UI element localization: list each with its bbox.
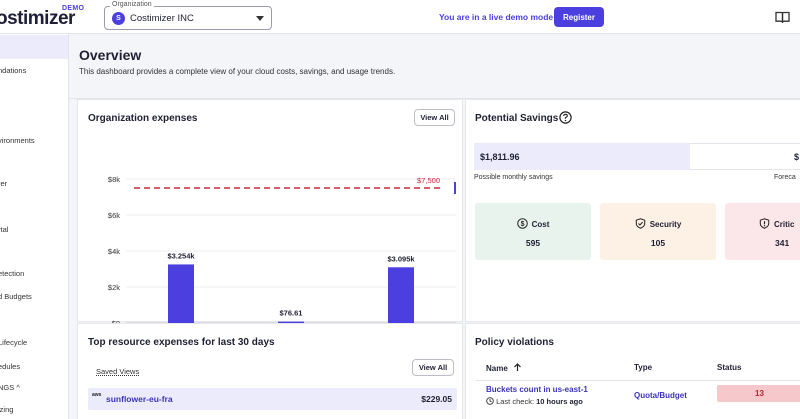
question-circle-icon[interactable] [559,111,572,124]
divider [69,98,800,99]
tile-count: 341 [775,238,790,248]
monthly-savings-label: Possible monthly savings [474,174,553,181]
org-name: Costimizer INC [130,13,194,24]
shield-alert-icon [759,218,770,229]
policy-name-link[interactable]: Buckets count in us-east-1 [486,385,588,394]
y-tick-label: $0 [112,319,120,323]
sidebar-item-budgets[interactable]: d Budgets [0,292,32,301]
sidebar-item-lifecycle[interactable]: Lifecycle [0,338,28,347]
demo-mode-message: You are in a live demo mode [439,12,554,22]
expenses-chart: $0$2k$4k$6k$8k$7,500$3.254kSep$76.61Oct$… [108,175,456,323]
app-logo[interactable]: ostimizer [0,8,75,29]
column-header-status[interactable]: Status [717,363,742,372]
org-avatar: S [112,12,125,25]
page-title: Overview [79,47,142,63]
card-title: Top resource expenses for last 30 days [88,337,275,348]
sidebar-section-settings[interactable]: NGS ^ [0,383,20,392]
sidebar-item-rightsizing[interactable]: izing [0,405,14,414]
bar-value-label: $76.61 [280,309,303,318]
monthly-savings-value: $1,811.96 [480,152,520,162]
sidebar-item-anomaly-detection[interactable]: etection [0,269,25,278]
card-title: Policy violations [475,337,554,348]
org-label: Organization [110,1,154,8]
legend-marker [454,182,456,194]
card-title: Organization expenses [88,113,198,124]
page-description: This dashboard provides a complete view … [79,67,396,76]
sidebar-item-schedules[interactable]: edules [0,362,21,371]
caret-down-icon [256,16,264,21]
y-tick-label: $8k [108,175,120,184]
bar [278,321,304,323]
book-icon[interactable] [775,11,790,23]
org-expenses-card: Organization expenses View All $0 $2k $4k $… [77,99,463,323]
y-tick-label: $4k [108,247,120,256]
tile-title: Cost [531,220,550,229]
sidebar-item-explorer[interactable]: rer [0,179,8,188]
svg-text:$: $ [520,221,524,228]
arrow-up-icon [514,363,521,371]
bar-value-label: $3.095k [387,254,415,263]
last-check-value: 10 hours ago [536,397,583,406]
sidebar-item-overview[interactable] [0,35,68,59]
dollar-circle-icon: $ [516,218,528,229]
saved-views-link[interactable]: Saved Views [96,367,140,376]
top-resources-card: Top resource expenses for last 30 days S… [77,323,463,419]
card-title: Potential Savings [475,113,559,124]
clock-icon [486,397,494,405]
sidebar-item-environments[interactable]: vironments [0,136,35,145]
bar-value-label: $3.254k [167,251,195,260]
last-check-prefix: Last check: [496,397,535,406]
bar [388,267,414,323]
savings-progress-fill [474,143,690,170]
policy-type: Quota/Budget [634,391,687,400]
forecast-progress [690,143,800,170]
critical-tile[interactable]: Critic 341 [725,203,800,260]
resources-view-all-button[interactable]: View All [412,359,454,376]
header-label: Name [486,364,508,373]
status-badge: 13 [717,385,800,402]
threshold-label: $7,500 [417,176,440,185]
security-tile[interactable]: Security 105 [600,203,716,260]
shield-icon [635,218,645,229]
bar [168,264,194,323]
resource-name[interactable]: sunflower-eu-fra [106,394,173,404]
tile-count: 595 [525,238,541,248]
potential-savings-card: Potential Savings $1,811.96 $ Possible m… [465,99,800,322]
org-expenses-view-all-button[interactable]: View All [414,109,455,126]
column-header-name[interactable]: Name [486,363,522,381]
divider [476,380,800,381]
forecast-savings-value: $ [794,152,800,162]
register-button[interactable]: Register [554,7,604,27]
main-content: Overview This dashboard provides a compl… [69,34,800,419]
column-header-type[interactable]: Type [634,363,653,372]
y-tick-label: $6k [108,211,120,220]
tile-title: Critic [774,220,795,229]
y-tick-label: $2k [108,283,120,292]
cost-tile[interactable]: $ Cost 595 [475,203,591,260]
forecast-label: Foreca [774,174,796,181]
organization-select[interactable]: S Costimizer INC [104,6,272,30]
table-row[interactable]: aws sunflower-eu-fra $229.05 [88,388,457,410]
tile-count: 105 [650,238,666,248]
aws-icon: aws [92,392,102,398]
last-check: Last check: 10 hours ago [486,397,583,406]
resource-cost: $229.05 [421,394,452,404]
top-bar: ostimizer DEMO S Costimizer INC Organiza… [0,0,800,34]
demo-badge: DEMO [62,5,85,12]
tile-title: Security [649,220,682,229]
policy-violations-card: Policy violations Name Type Status Bucke… [465,323,800,419]
sidebar-item-recommendations[interactable]: ndations [0,66,27,75]
